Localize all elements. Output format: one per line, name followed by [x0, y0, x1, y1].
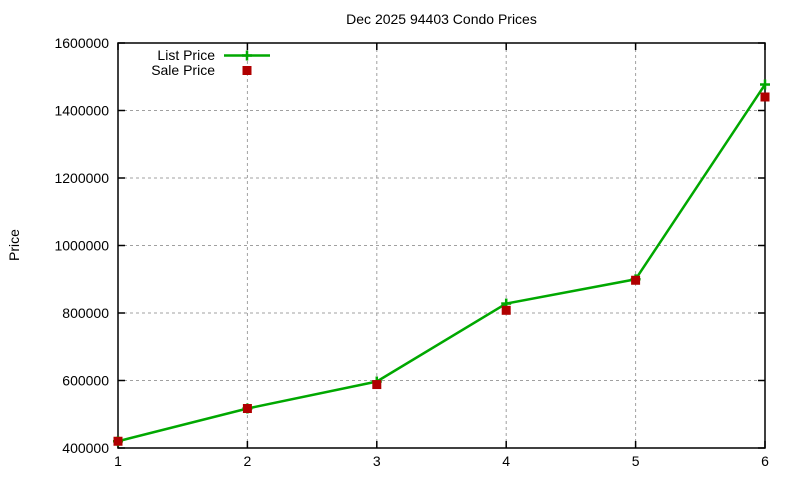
square-marker-icon — [760, 92, 770, 102]
y-tick-label: 1000000 — [54, 238, 109, 254]
y-tick-label: 1200000 — [54, 170, 109, 186]
legend-label-list-price: List Price — [157, 47, 215, 63]
x-tick-label: 1 — [114, 453, 122, 469]
legend-label-sale-price: Sale Price — [151, 62, 215, 78]
square-marker-icon — [501, 305, 511, 315]
x-tick-label: 3 — [373, 453, 381, 469]
y-axis-label: Price — [6, 229, 22, 261]
square-marker-icon — [631, 275, 641, 285]
square-marker-icon — [113, 436, 123, 446]
x-tick-label: 6 — [761, 453, 769, 469]
chart-title: Dec 2025 94403 Condo Prices — [346, 11, 537, 27]
x-tick-label: 5 — [632, 453, 640, 469]
square-marker-icon — [242, 66, 252, 75]
y-tick-label: 600000 — [62, 373, 109, 389]
y-tick-label: 400000 — [62, 440, 109, 456]
y-tick-label: 1400000 — [54, 103, 109, 119]
y-tick-label: 1600000 — [54, 35, 109, 51]
square-marker-icon — [242, 404, 252, 414]
y-tick-label: 800000 — [62, 305, 109, 321]
square-marker-icon — [372, 380, 382, 390]
x-tick-label: 4 — [502, 453, 510, 469]
x-tick-label: 2 — [244, 453, 252, 469]
list-price-line — [117, 83, 767, 443]
